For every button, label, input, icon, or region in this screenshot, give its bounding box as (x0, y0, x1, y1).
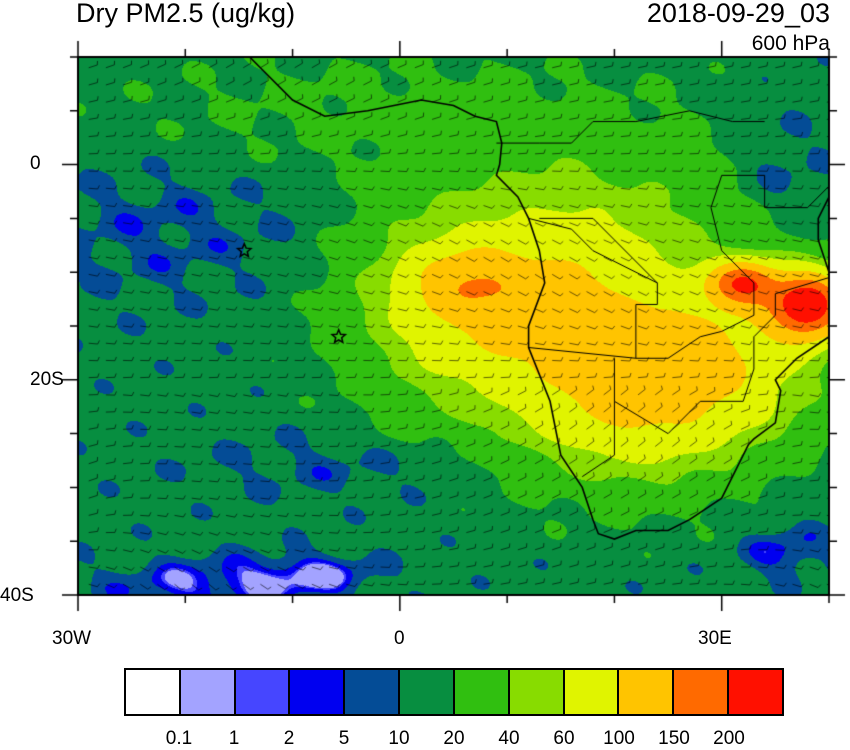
colorbar-swatch (509, 670, 565, 714)
y-label-0: 0 (30, 153, 41, 174)
y-label-20s: 20S (30, 369, 64, 390)
colorbar-swatch (400, 670, 455, 714)
colorbar-label: 60 (553, 728, 575, 749)
colorbar-label: 20 (443, 728, 465, 749)
colorbar-label: 200 (713, 728, 745, 749)
map-title: Dry PM2.5 (ug/kg) (76, 0, 296, 28)
colorbar-swatch (564, 670, 620, 714)
colorbar-swatch (290, 670, 346, 714)
colorbar-swatch (619, 670, 675, 714)
colorbar-swatch (235, 670, 291, 714)
colorbar-label: 100 (603, 728, 635, 749)
x-label-30w: 30W (52, 628, 92, 649)
datetime-label: 2018-09-29_03 (646, 0, 830, 28)
x-label-0: 0 (394, 628, 405, 649)
colorbar-swatch (674, 670, 730, 714)
colorbar-label: 1 (228, 728, 240, 749)
colorbar-label: 40 (498, 728, 520, 749)
pm25-map (0, 0, 850, 660)
colorbar-swatch (126, 670, 181, 714)
colorbar-swatch (180, 670, 236, 714)
colorbar-swatch (345, 670, 401, 714)
colorbar-label: 10 (388, 728, 410, 749)
colorbar-swatch (729, 670, 782, 714)
y-label-40s: 40S (0, 585, 34, 606)
colorbar-label: 150 (658, 728, 690, 749)
colorbar-label: 2 (283, 728, 295, 749)
x-label-30e: 30E (698, 628, 732, 649)
colorbar-label: 5 (338, 728, 350, 749)
colorbar-label: 0.1 (165, 728, 193, 749)
pressure-level-label: 600 hPa (751, 32, 830, 55)
colorbar (124, 668, 784, 716)
colorbar-swatch (454, 670, 510, 714)
